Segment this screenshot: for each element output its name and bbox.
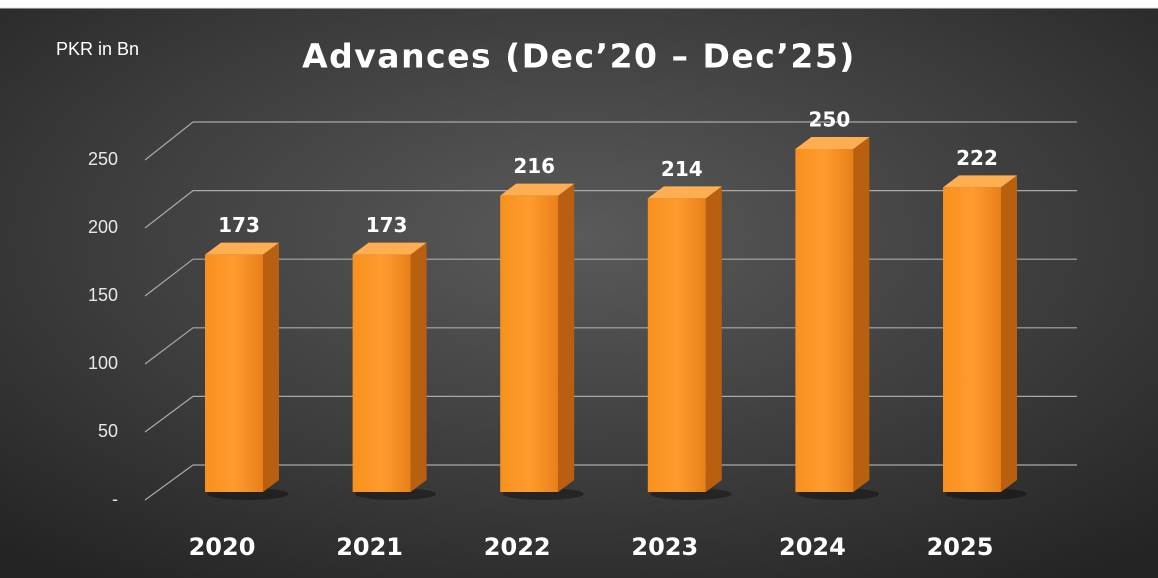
x-tick-label: 2023	[631, 533, 698, 561]
grid-line	[144, 190, 1077, 229]
x-tick-label: 2021	[336, 533, 403, 561]
data-label: 173	[366, 213, 408, 237]
y-tick-label: 100	[88, 353, 118, 373]
bar	[795, 149, 854, 492]
x-tick-label: 2020	[189, 533, 256, 561]
bar-side	[263, 242, 279, 492]
bar-top	[205, 242, 279, 255]
bar-side	[705, 186, 722, 492]
grid-line	[144, 327, 1077, 365]
bar-top	[943, 175, 1017, 188]
bar	[205, 254, 263, 492]
data-label: 250	[809, 108, 851, 132]
data-label: 216	[513, 154, 555, 178]
data-label: 214	[661, 157, 703, 181]
x-tick-label: 2024	[779, 533, 846, 561]
grid-line	[144, 395, 1077, 433]
bar-top	[647, 186, 722, 199]
y-tick-label: 50	[98, 421, 118, 441]
bar	[352, 254, 411, 492]
bar-top	[500, 183, 575, 196]
bar	[500, 195, 559, 492]
bar	[647, 198, 706, 492]
y-tick-label: 150	[88, 285, 118, 305]
y-tick-label: -	[112, 489, 118, 509]
bar	[943, 187, 1001, 492]
bar-side	[410, 242, 427, 492]
x-tick-label: 2025	[927, 533, 994, 561]
y-tick-label: 250	[88, 149, 118, 169]
bar-side	[1001, 175, 1017, 492]
data-label: 222	[956, 146, 998, 170]
y-tick-label: 200	[88, 217, 118, 237]
bar-side	[558, 183, 575, 492]
grid-line	[144, 464, 1077, 501]
bar-top	[795, 137, 870, 149]
bar-top	[352, 242, 427, 255]
y-axis-label: PKR in Bn	[56, 39, 139, 59]
grid-line	[144, 258, 1077, 297]
bar-side	[853, 137, 870, 492]
x-tick-label: 2022	[484, 533, 551, 561]
grid-line	[144, 121, 1077, 161]
data-label: 173	[218, 213, 260, 237]
chart-title: Advances (Dec’20 – Dec’25)	[302, 37, 856, 76]
